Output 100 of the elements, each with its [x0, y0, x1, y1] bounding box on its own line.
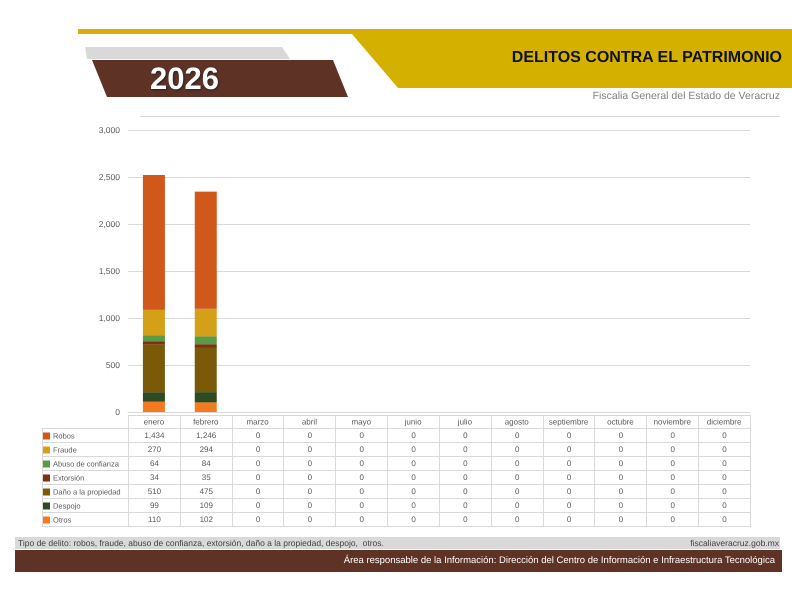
bar: [194, 308, 217, 336]
data-label: 0: [360, 459, 364, 468]
data-label: 475: [200, 487, 213, 496]
bar: [194, 392, 217, 402]
data-label: 99: [150, 501, 159, 510]
data-label: 0: [411, 515, 416, 524]
data-label: 84: [202, 459, 211, 468]
data-label: 0: [566, 473, 572, 482]
data-label: 0: [618, 515, 624, 524]
x-tick-label: mayo: [351, 418, 372, 426]
data-label: 0: [514, 501, 520, 510]
data-label: 0: [411, 473, 416, 482]
y-tick-label: 3,000: [98, 125, 120, 135]
bar: [194, 402, 217, 412]
data-label: 0: [308, 473, 312, 482]
data-label: 0: [670, 515, 675, 524]
data-label: 0: [722, 487, 727, 496]
data-label: 0: [360, 431, 364, 440]
data-label: 0: [566, 431, 572, 440]
data-label: 0: [360, 515, 364, 524]
data-label: 0: [722, 473, 727, 482]
data-label: 1,246: [196, 431, 216, 440]
data-label: 0: [618, 487, 624, 496]
data-label: 0: [514, 445, 520, 454]
data-label: 0: [411, 501, 416, 510]
bar: [194, 348, 217, 392]
y-tick-label: 2,500: [98, 172, 120, 182]
data-label: 0: [256, 445, 260, 454]
x-tick-label: noviembre: [654, 418, 692, 426]
data-label: 0: [411, 459, 416, 468]
data-label: 0: [360, 501, 364, 510]
x-tick-label: julio: [456, 418, 473, 426]
data-label: 34: [150, 473, 159, 482]
bar: [142, 341, 165, 344]
data-label: 270: [148, 445, 162, 454]
text: 2026: [150, 60, 219, 97]
data-label: 0: [618, 431, 624, 440]
y-tick-label: 1,500: [98, 266, 120, 276]
data-label: 0: [308, 487, 312, 496]
y-tick-label: 0: [115, 407, 120, 417]
data-label: 0: [514, 487, 520, 496]
data-label: 0: [360, 473, 364, 482]
data-label: 35: [202, 473, 211, 482]
data-label: 64: [150, 459, 159, 468]
data-label: 510: [148, 487, 162, 496]
data-label: 0: [514, 473, 520, 482]
x-tick-label: enero: [144, 418, 165, 426]
x-tick-label: agosto: [504, 418, 530, 426]
text: Área responsable de la Información: Dirección del Centro de Información e Infraestructura Tecnológica: [344, 554, 775, 568]
data-label: 1,434: [144, 431, 164, 440]
data-label: 0: [308, 445, 312, 454]
x-tick-label: febrero: [193, 418, 219, 426]
data-label: 0: [722, 445, 727, 454]
data-label: 110: [148, 515, 161, 524]
data-label: 0: [618, 473, 624, 482]
bar: [142, 335, 165, 342]
data-label: 0: [308, 515, 312, 524]
text: fiscaliaveracruz.gob.mx: [690, 537, 779, 549]
data-label: 0: [566, 515, 572, 524]
bar: [142, 175, 165, 310]
data-label: 0: [670, 501, 675, 510]
data-label: 0: [722, 459, 727, 468]
data-label: 0: [566, 445, 572, 454]
data-label: 294: [200, 445, 213, 454]
data-label: 0: [618, 501, 624, 510]
x-tick-label: abril: [302, 418, 318, 426]
data-label: 0: [411, 445, 416, 454]
y-tick-label: 1,000: [98, 313, 120, 323]
data-label: 0: [670, 473, 675, 482]
data-label: 0: [308, 431, 312, 440]
x-tick-label: septiembre: [548, 418, 589, 426]
data-label: 0: [256, 431, 260, 440]
data-label: 109: [200, 501, 213, 510]
data-label: 0: [256, 515, 260, 524]
data-label: 0: [618, 459, 624, 468]
data-label: 102: [200, 515, 213, 524]
data-label: 0: [360, 445, 364, 454]
data-label: 0: [514, 431, 520, 440]
data-label: 0: [463, 487, 468, 496]
x-tick-label: diciembre: [706, 418, 742, 426]
chart-title: DELITOS CONTRA EL PATRIMONIO: [512, 48, 782, 68]
data-label: 0: [463, 459, 468, 468]
data-label: 0: [411, 487, 416, 496]
data-label: 0: [463, 515, 468, 524]
data-label: 0: [722, 501, 727, 510]
data-label: 0: [670, 487, 675, 496]
data-label: 0: [618, 445, 624, 454]
data-label: 0: [256, 501, 260, 510]
data-label: 0: [566, 487, 572, 496]
data-label: 0: [722, 431, 727, 440]
x-tick-label: marzo: [246, 418, 270, 426]
data-label: 0: [256, 473, 260, 482]
chart-subtitle: Fiscalia General del Estado de Veracruz: [592, 89, 780, 103]
bar: [194, 192, 217, 309]
data-label: 0: [463, 473, 468, 482]
data-label: 0: [360, 487, 364, 496]
data-label: 0: [463, 445, 468, 454]
data-label: 0: [256, 459, 260, 468]
y-tick-label: 2,000: [98, 219, 120, 229]
data-label: 0: [514, 459, 520, 468]
